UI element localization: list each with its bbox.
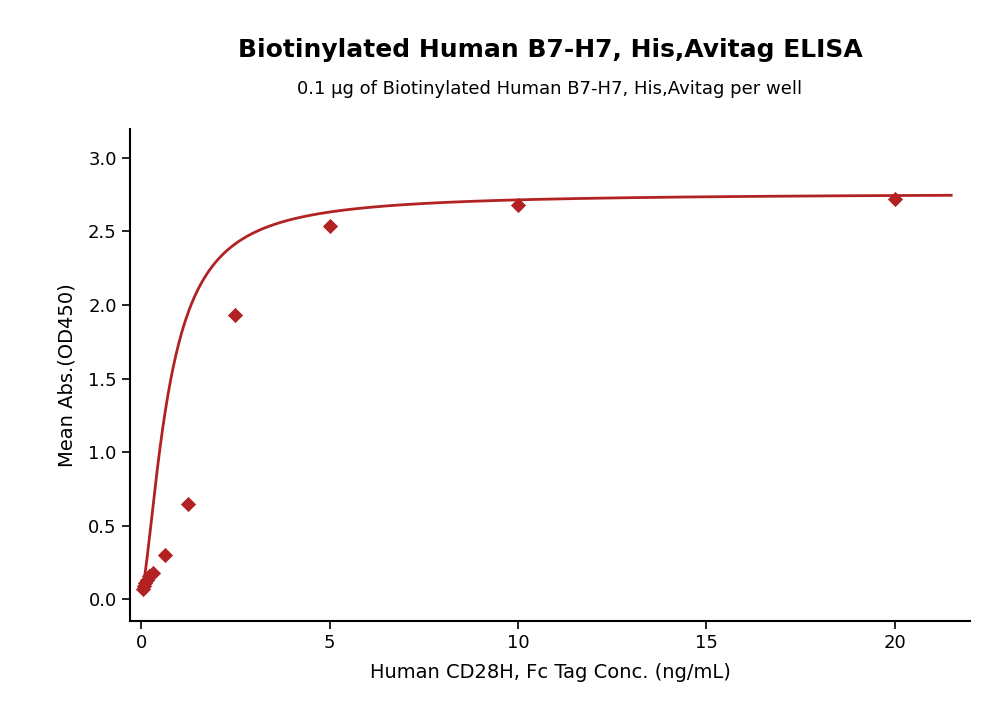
Point: [141, 570, 157, 582]
Y-axis label: Mean Abs.(OD450): Mean Abs.(OD450): [58, 283, 77, 467]
Text: 0.1 μg of Biotinylated Human B7-H7, His,Avitag per well: 0.1 μg of Biotinylated Human B7-H7, His,…: [297, 80, 803, 99]
Point: [137, 577, 153, 588]
Point: [510, 199, 526, 211]
Point: [157, 549, 173, 560]
Point: [139, 574, 155, 585]
Point: [180, 498, 196, 509]
Text: Biotinylated Human B7-H7, His,Avitag ELISA: Biotinylated Human B7-H7, His,Avitag ELI…: [238, 38, 862, 62]
Point: [135, 583, 151, 595]
Point: [322, 220, 338, 231]
X-axis label: Human CD28H, Fc Tag Conc. (ng/mL): Human CD28H, Fc Tag Conc. (ng/mL): [370, 663, 730, 683]
Point: [136, 580, 152, 592]
Point: [887, 193, 903, 205]
Point: [145, 567, 161, 578]
Point: [227, 310, 243, 321]
